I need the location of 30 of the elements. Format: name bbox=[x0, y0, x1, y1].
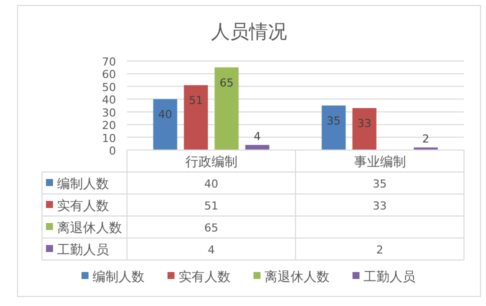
y-tick-label: 20 bbox=[102, 119, 116, 132]
legend-label: 实有人数 bbox=[57, 199, 109, 214]
y-tick-label: 30 bbox=[102, 106, 116, 120]
annotation: 33 bbox=[357, 117, 372, 130]
text: 65 bbox=[204, 222, 218, 234]
data-label: 4 bbox=[208, 244, 215, 256]
chart-title: 人员情况 bbox=[211, 21, 287, 43]
annotation: 35 bbox=[326, 114, 341, 128]
y-tick-label: 40 bbox=[102, 94, 116, 107]
y-tick-label: 60 bbox=[102, 68, 116, 82]
data-label: 40 bbox=[204, 178, 218, 190]
legend-label: 编制人数 bbox=[57, 177, 109, 192]
annotation: 40 bbox=[158, 108, 172, 122]
y-tick-label: 10 bbox=[102, 132, 116, 145]
x-tick-label: 行政编制 bbox=[185, 155, 238, 170]
y-tick-label: 0 bbox=[109, 144, 116, 158]
text: 工勤人员 bbox=[57, 243, 109, 258]
annotation: 4 bbox=[254, 130, 261, 143]
data-label: 33 bbox=[372, 200, 387, 212]
data-label: 51 bbox=[204, 200, 218, 212]
x-tick-label: 事业编制 bbox=[354, 155, 406, 170]
legend-label: 离退休人数 bbox=[57, 220, 122, 236]
annotation: 51 bbox=[188, 94, 203, 108]
annotation: 2 bbox=[422, 132, 430, 146]
data-label: 35 bbox=[372, 178, 387, 190]
data-label: 2 bbox=[376, 244, 384, 256]
legend-label: 工勤人员 bbox=[364, 270, 416, 285]
data-label: 65 bbox=[220, 76, 234, 90]
y-tick-label: 50 bbox=[102, 80, 116, 94]
y-tick-label: 70 bbox=[102, 56, 116, 68]
